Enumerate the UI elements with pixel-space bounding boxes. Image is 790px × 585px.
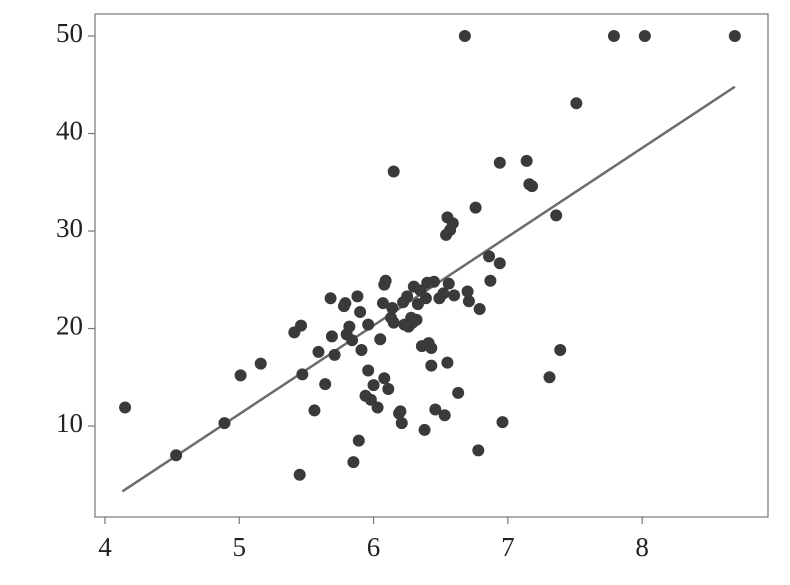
point — [376, 297, 389, 310]
point — [728, 30, 741, 43]
point — [328, 348, 341, 361]
point — [429, 403, 442, 416]
x-tick-label: 5 — [232, 532, 246, 562]
point — [496, 416, 509, 429]
point — [362, 318, 375, 331]
point — [387, 165, 400, 178]
point — [638, 30, 651, 43]
point — [170, 449, 183, 462]
point — [339, 297, 352, 310]
point — [425, 342, 438, 355]
point — [387, 316, 400, 329]
y-tick-label: 40 — [56, 116, 83, 146]
point — [473, 303, 486, 316]
point — [324, 292, 337, 305]
point — [351, 290, 364, 303]
x-tick-label: 8 — [635, 532, 649, 562]
point — [354, 305, 367, 318]
point — [484, 274, 497, 287]
point — [401, 290, 414, 303]
point — [554, 343, 567, 356]
y-tick-label: 30 — [56, 213, 83, 243]
point — [347, 456, 360, 469]
point — [352, 434, 365, 447]
point — [472, 444, 485, 457]
point — [526, 180, 539, 193]
point — [319, 378, 332, 391]
point — [308, 404, 321, 417]
point — [371, 401, 384, 414]
point — [355, 343, 368, 356]
point — [446, 217, 459, 230]
plot-frame — [94, 13, 769, 518]
point — [119, 401, 132, 414]
point — [438, 409, 451, 422]
point — [425, 359, 438, 372]
point — [378, 372, 391, 385]
point — [418, 423, 431, 436]
point — [442, 277, 455, 290]
point — [448, 289, 461, 302]
x-tick-label: 7 — [501, 532, 515, 562]
y-tick-label: 10 — [56, 408, 83, 438]
point — [493, 156, 506, 169]
point — [394, 405, 407, 418]
point — [543, 371, 556, 384]
x-tick-label: 4 — [98, 532, 112, 562]
point — [234, 369, 247, 382]
point — [461, 285, 474, 298]
point — [493, 257, 506, 270]
point — [437, 287, 450, 300]
point — [395, 417, 408, 430]
point — [419, 292, 432, 305]
point — [312, 345, 325, 358]
point — [343, 320, 356, 333]
point — [382, 382, 395, 395]
point — [386, 302, 399, 315]
point — [346, 334, 359, 347]
point — [427, 275, 440, 288]
point — [550, 209, 563, 222]
point — [325, 330, 338, 343]
point — [364, 393, 377, 406]
point — [441, 356, 454, 369]
point — [295, 319, 308, 332]
point — [607, 30, 620, 43]
point — [374, 333, 387, 346]
point — [293, 468, 306, 481]
x-tick-label: 6 — [367, 532, 381, 562]
point — [410, 313, 423, 326]
point — [458, 30, 471, 43]
y-tick-label: 50 — [56, 18, 83, 48]
point — [296, 368, 309, 381]
point — [362, 364, 375, 377]
point — [367, 379, 380, 392]
point — [452, 386, 465, 399]
point — [570, 97, 583, 110]
y-tick-label: 20 — [56, 311, 83, 341]
point — [469, 201, 482, 214]
point — [483, 250, 496, 263]
point — [254, 357, 267, 370]
point — [218, 417, 231, 430]
point — [520, 154, 533, 167]
point — [379, 274, 392, 287]
point — [462, 295, 475, 308]
